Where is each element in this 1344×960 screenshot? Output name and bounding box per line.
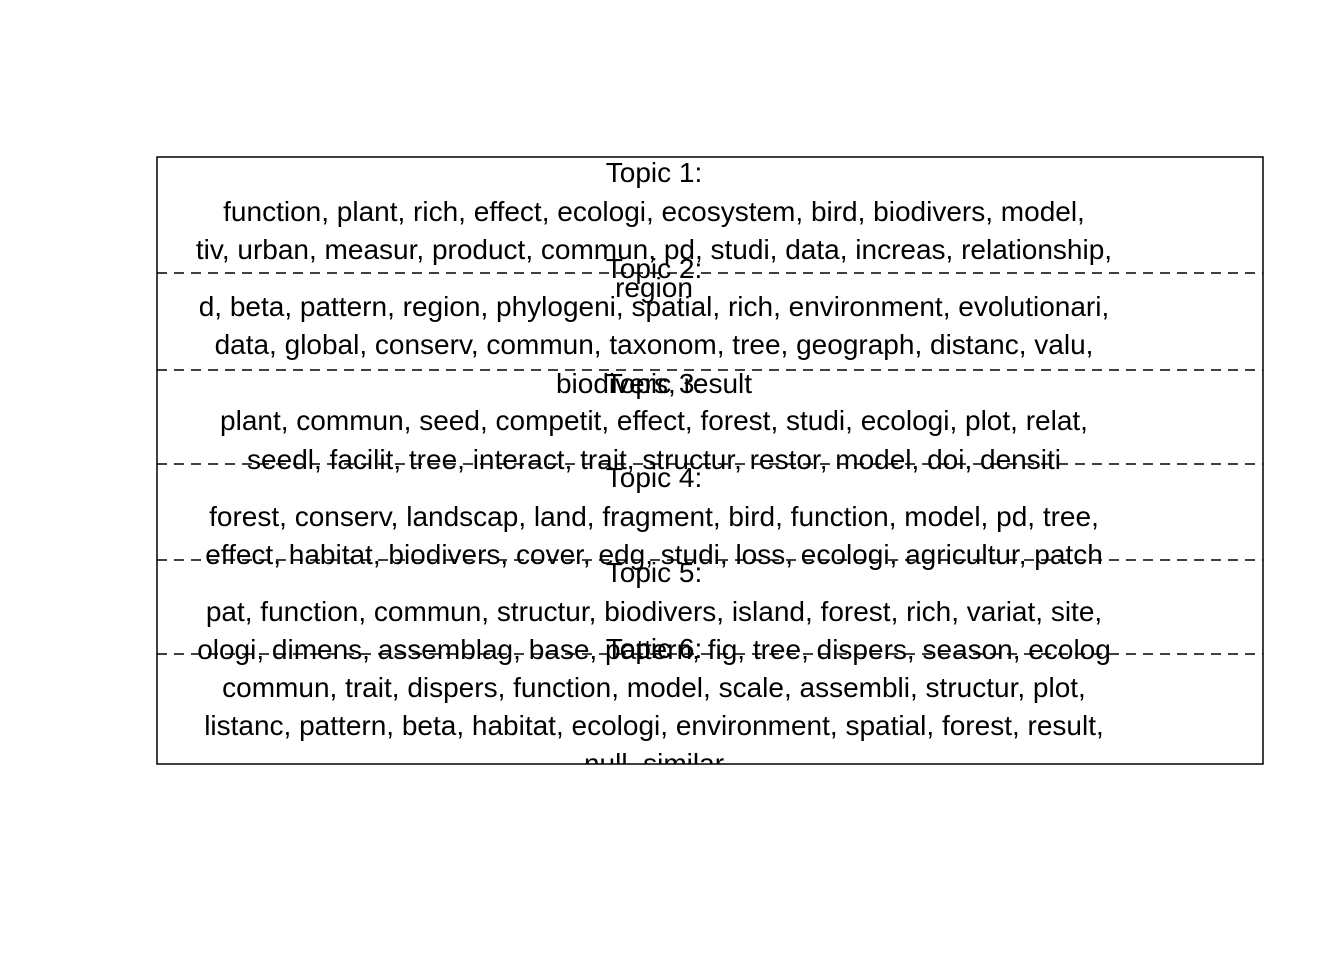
topic-term-line: listanc, pattern, beta, habitat, ecologi… xyxy=(204,710,1104,741)
topic-term-line: tiv, urban, measur, product, commun, pd,… xyxy=(196,234,1112,265)
topic-term-line: forest, conserv, landscap, land, fragmen… xyxy=(209,501,1099,532)
topic-term-line: pat, function, commun, structur, biodive… xyxy=(206,596,1102,627)
topic-term-line: seedl, facilit, tree, interact, trait, s… xyxy=(247,444,1061,475)
topic-label: Topic 6: xyxy=(606,633,703,664)
topic-term-line: ologi, dimens, assemblag, base, pattern,… xyxy=(197,634,1111,665)
topic-term-line: d, beta, pattern, region, phylogeni, spa… xyxy=(199,291,1110,322)
topic-term-line: function, plant, rich, effect, ecologi, … xyxy=(223,196,1085,227)
topic-term-line: biodivers, result xyxy=(556,368,752,399)
plot-frame xyxy=(156,156,1264,765)
topic-term-line: null, similar xyxy=(584,748,724,779)
topic-label: Topic 4: xyxy=(606,462,703,493)
topic-label: Topic 3: xyxy=(606,368,703,399)
topic-label: Topic 1: xyxy=(606,157,703,188)
topic-term-line: effect, habitat, biodivers, cover, edg, … xyxy=(205,539,1103,570)
topic-term-line: plant, commun, seed, competit, effect, f… xyxy=(220,405,1088,436)
topic-label: Topic 5: xyxy=(606,557,703,588)
topic-term-line: commun, trait, dispers, function, model,… xyxy=(222,672,1086,703)
topic-term-line: data, global, conserv, commun, taxonom, … xyxy=(215,329,1094,360)
topic-term-line: region xyxy=(615,272,693,303)
topic-label: Topic 2: xyxy=(606,253,703,284)
